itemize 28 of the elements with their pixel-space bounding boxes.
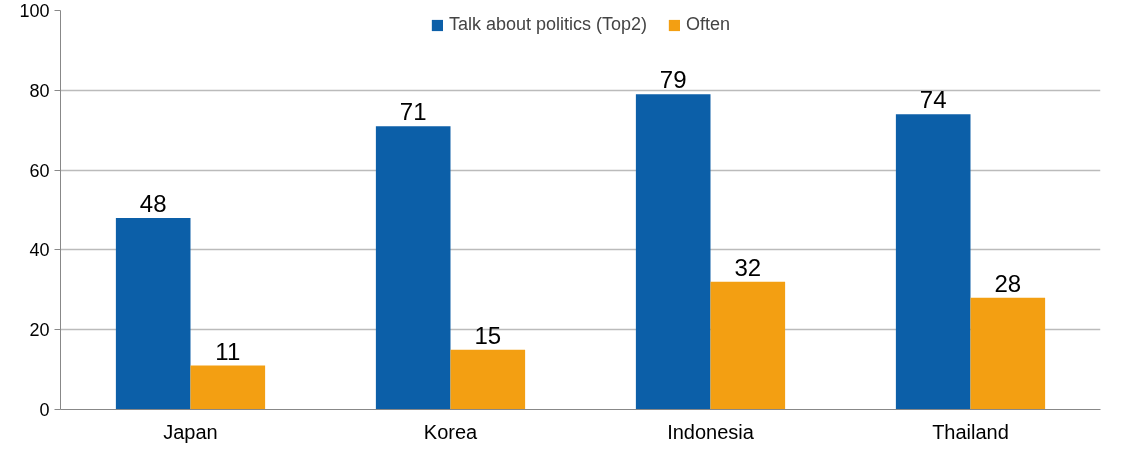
x-tick-label: Japan (163, 420, 218, 443)
data-label: 11 (215, 337, 241, 365)
data-label: 48 (139, 189, 167, 217)
bar (895, 114, 971, 410)
y-tick-label: 40 (29, 240, 50, 261)
bar (710, 281, 786, 410)
data-label: 15 (474, 321, 502, 349)
bar (190, 365, 266, 410)
x-tick-label: Thailand (932, 420, 1009, 443)
y-tick-label: 60 (29, 160, 50, 181)
y-tick-label: 80 (29, 80, 50, 101)
bar (970, 297, 1046, 410)
bar (115, 217, 191, 410)
data-label: 71 (399, 98, 427, 126)
y-tick-label: 20 (29, 320, 50, 341)
x-tick-label: Korea (423, 420, 479, 443)
bar (375, 126, 451, 410)
data-label: 74 (919, 86, 947, 114)
data-label: 28 (994, 269, 1022, 297)
data-label: 32 (734, 253, 762, 281)
legend-label: Often (686, 14, 731, 35)
y-tick-label: 100 (19, 1, 50, 21)
bar (635, 94, 711, 410)
x-tick-label: Indonesia (667, 420, 755, 443)
data-label: 79 (659, 66, 687, 94)
legend-label: Talk about politics (Top2) (448, 14, 648, 35)
bar (450, 349, 526, 410)
y-tick-label: 0 (39, 400, 50, 420)
